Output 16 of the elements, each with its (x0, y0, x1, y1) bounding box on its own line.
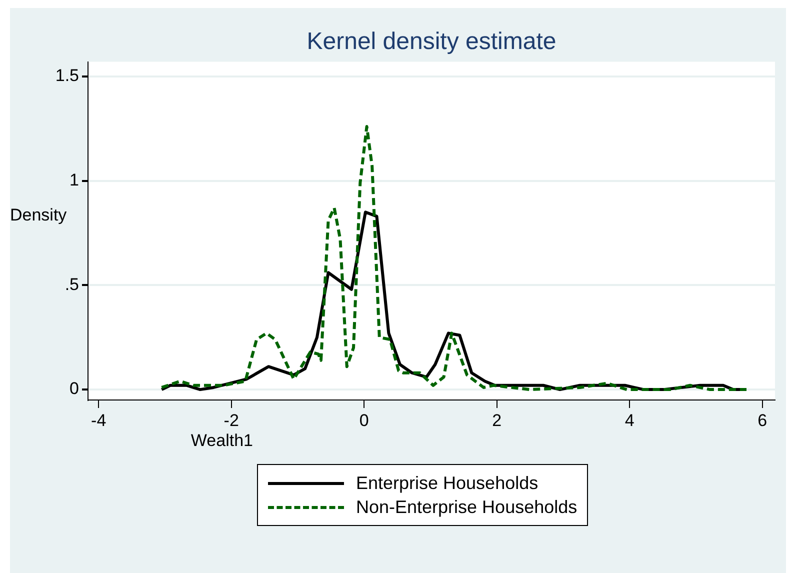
x-tick-label: -4 (91, 410, 106, 430)
y-axis-title: Density (10, 206, 68, 225)
x-tick-label: 4 (624, 410, 634, 430)
x-tick-label: -2 (224, 410, 239, 430)
x-tick-label: 6 (758, 410, 768, 430)
x-tick-label: 0 (359, 410, 369, 430)
y-tick-label: 0 (70, 379, 79, 398)
legend-label: Enterprise Households (356, 472, 538, 494)
y-tick-label: 1.5 (55, 66, 79, 86)
x-axis-title: Wealth1 (190, 431, 253, 450)
chart-title: Kernel density estimate (306, 28, 556, 56)
x-tick-label: 2 (492, 410, 502, 430)
y-tick-label: 1 (70, 170, 79, 190)
y-tick-label: .5 (64, 274, 79, 294)
line-series (160, 125, 748, 392)
legend-label: Non-Enterprise Households (356, 496, 578, 518)
